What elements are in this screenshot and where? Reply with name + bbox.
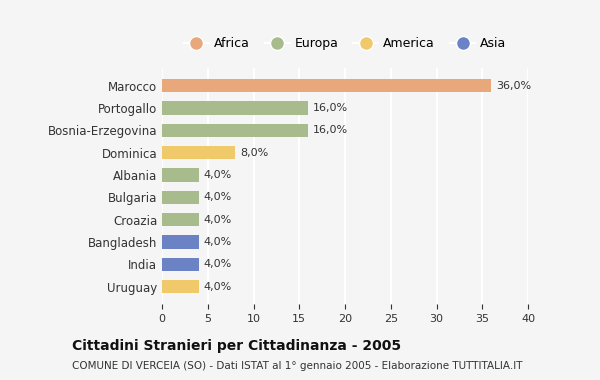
Bar (162, 280, 199, 293)
Text: 4,0%: 4,0% (203, 192, 232, 203)
Text: 36,0%: 36,0% (496, 81, 531, 91)
Text: Cittadini Stranieri per Cittadinanza - 2005: Cittadini Stranieri per Cittadinanza - 2… (72, 339, 401, 353)
Bar (162, 191, 199, 204)
Bar (162, 258, 199, 271)
Bar (162, 101, 308, 115)
Text: 4,0%: 4,0% (203, 237, 232, 247)
Text: 4,0%: 4,0% (203, 215, 232, 225)
Bar (162, 235, 199, 249)
Text: 8,0%: 8,0% (240, 148, 268, 158)
Text: 16,0%: 16,0% (313, 103, 348, 113)
Bar (162, 146, 235, 160)
Bar (162, 168, 199, 182)
Bar (162, 213, 199, 226)
Text: 4,0%: 4,0% (203, 259, 232, 269)
Text: 4,0%: 4,0% (203, 282, 232, 291)
Text: COMUNE DI VERCEIA (SO) - Dati ISTAT al 1° gennaio 2005 - Elaborazione TUTTITALIA: COMUNE DI VERCEIA (SO) - Dati ISTAT al 1… (72, 361, 523, 370)
Bar (162, 79, 491, 92)
Text: 16,0%: 16,0% (313, 125, 348, 135)
Legend: Africa, Europa, America, Asia: Africa, Europa, America, Asia (179, 32, 511, 55)
Text: 4,0%: 4,0% (203, 170, 232, 180)
Bar (162, 124, 308, 137)
